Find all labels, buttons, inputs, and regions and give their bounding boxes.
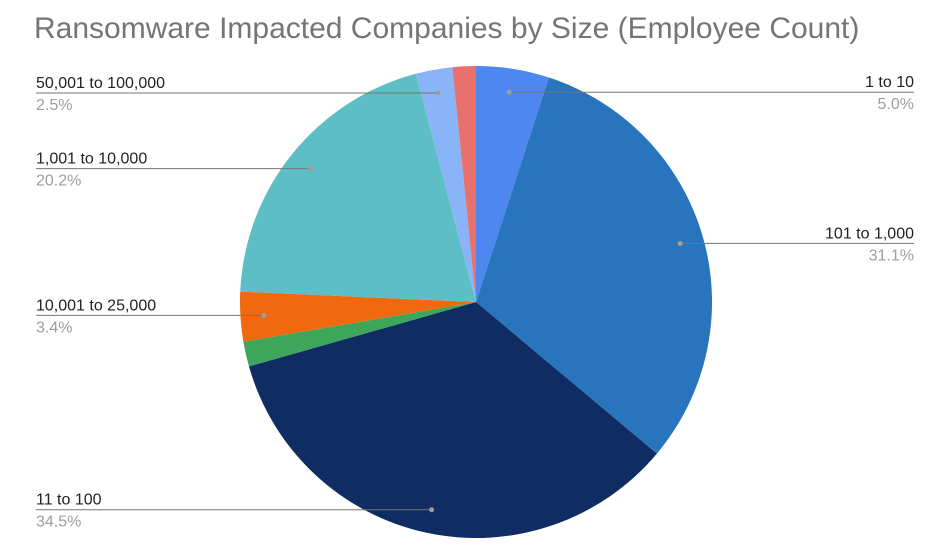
pie-slice-10-001-to-25-000	[240, 291, 476, 342]
leader-dot-1-to-10	[506, 89, 512, 95]
slice-percent-1-to-10: 5.0%	[878, 96, 914, 113]
pie-slice-unlabeled-3	[243, 302, 476, 367]
slice-label-1-001-to-10-000: 1,001 to 10,000	[36, 151, 147, 168]
slice-percent-50-001-to-100-000: 2.5%	[36, 97, 72, 114]
slice-label-11-to-100: 11 to 100	[36, 492, 102, 509]
leader-dot-1-001-to-10-000	[308, 166, 314, 172]
slice-label-50-001-to-100-000: 50,001 to 100,000	[36, 75, 165, 92]
slice-label-1-to-10: 1 to 10	[865, 74, 914, 91]
slice-percent-11-to-100: 34.5%	[36, 514, 81, 531]
slice-label-10-001-to-25-000: 10,001 to 25,000	[36, 297, 156, 314]
pie-slice-1-to-10	[476, 66, 549, 302]
leader-dot-101-to-1-000	[677, 240, 683, 246]
leader-dot-11-to-100	[429, 507, 435, 513]
slice-label-101-to-1-000: 101 to 1,000	[825, 225, 914, 242]
slice-labels: 1 to 10 5.0% 101 to 1,000 31.1% 11 to 100 34.…	[36, 74, 914, 530]
pie-slices	[240, 66, 712, 538]
chart-title: Ransomware Impacted Companies by Size (E…	[34, 12, 860, 45]
leader-dot-50-001-to-100-000	[435, 90, 441, 96]
pie-slice-11-to-100	[248, 302, 657, 538]
pie-slice-101-to-1-000	[476, 77, 712, 454]
leader-lines	[36, 89, 914, 513]
pie-slice-50-001-to-100-000	[415, 67, 476, 302]
slice-percent-101-to-1-000: 31.1%	[869, 247, 914, 264]
pie-slice-1-001-to-10-000	[240, 73, 476, 302]
slice-percent-1-001-to-10-000: 20.2%	[36, 173, 81, 190]
leader-dot-10-001-to-25-000	[261, 312, 267, 318]
pie-slice-unlabeled-7	[452, 66, 476, 302]
slice-percent-10-001-to-25-000: 3.4%	[36, 319, 72, 336]
